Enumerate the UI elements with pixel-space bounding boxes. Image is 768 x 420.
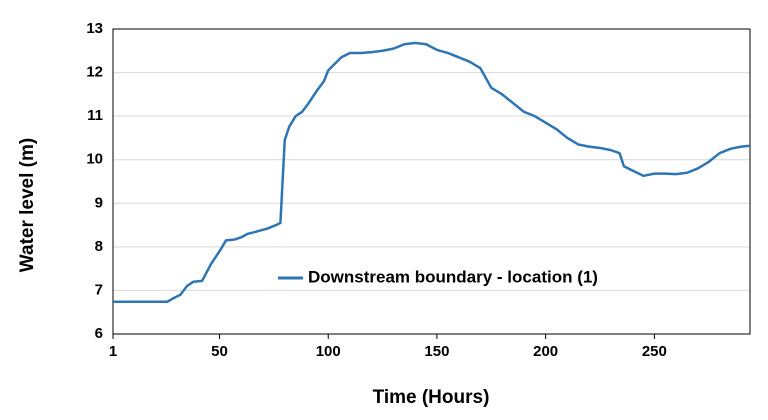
x-tick-label: 250 — [642, 343, 667, 360]
y-tick-label: 13 — [86, 20, 103, 37]
y-tick-label: 8 — [95, 238, 103, 255]
x-tick-label: 200 — [533, 343, 558, 360]
y-tick-label: 11 — [87, 107, 103, 124]
data-line — [113, 41, 751, 304]
y-tick-label: 6 — [95, 325, 103, 342]
legend-label: Downstream boundary - location (1) — [308, 267, 598, 286]
y-tick-label: 9 — [95, 194, 103, 211]
x-tick-label: 100 — [316, 343, 341, 360]
x-tick-label: 50 — [211, 343, 228, 360]
x-tick-label: 1 — [109, 343, 117, 360]
y-tick-label: 12 — [86, 64, 103, 81]
y-axis-label: Water level (m) — [17, 138, 38, 272]
y-tick-label: 10 — [86, 151, 103, 168]
y-tick-label: 7 — [95, 281, 103, 298]
plot-border — [112, 28, 751, 335]
x-axis-label: Time (Hours) — [373, 387, 490, 408]
x-tick-label: 150 — [424, 343, 449, 360]
